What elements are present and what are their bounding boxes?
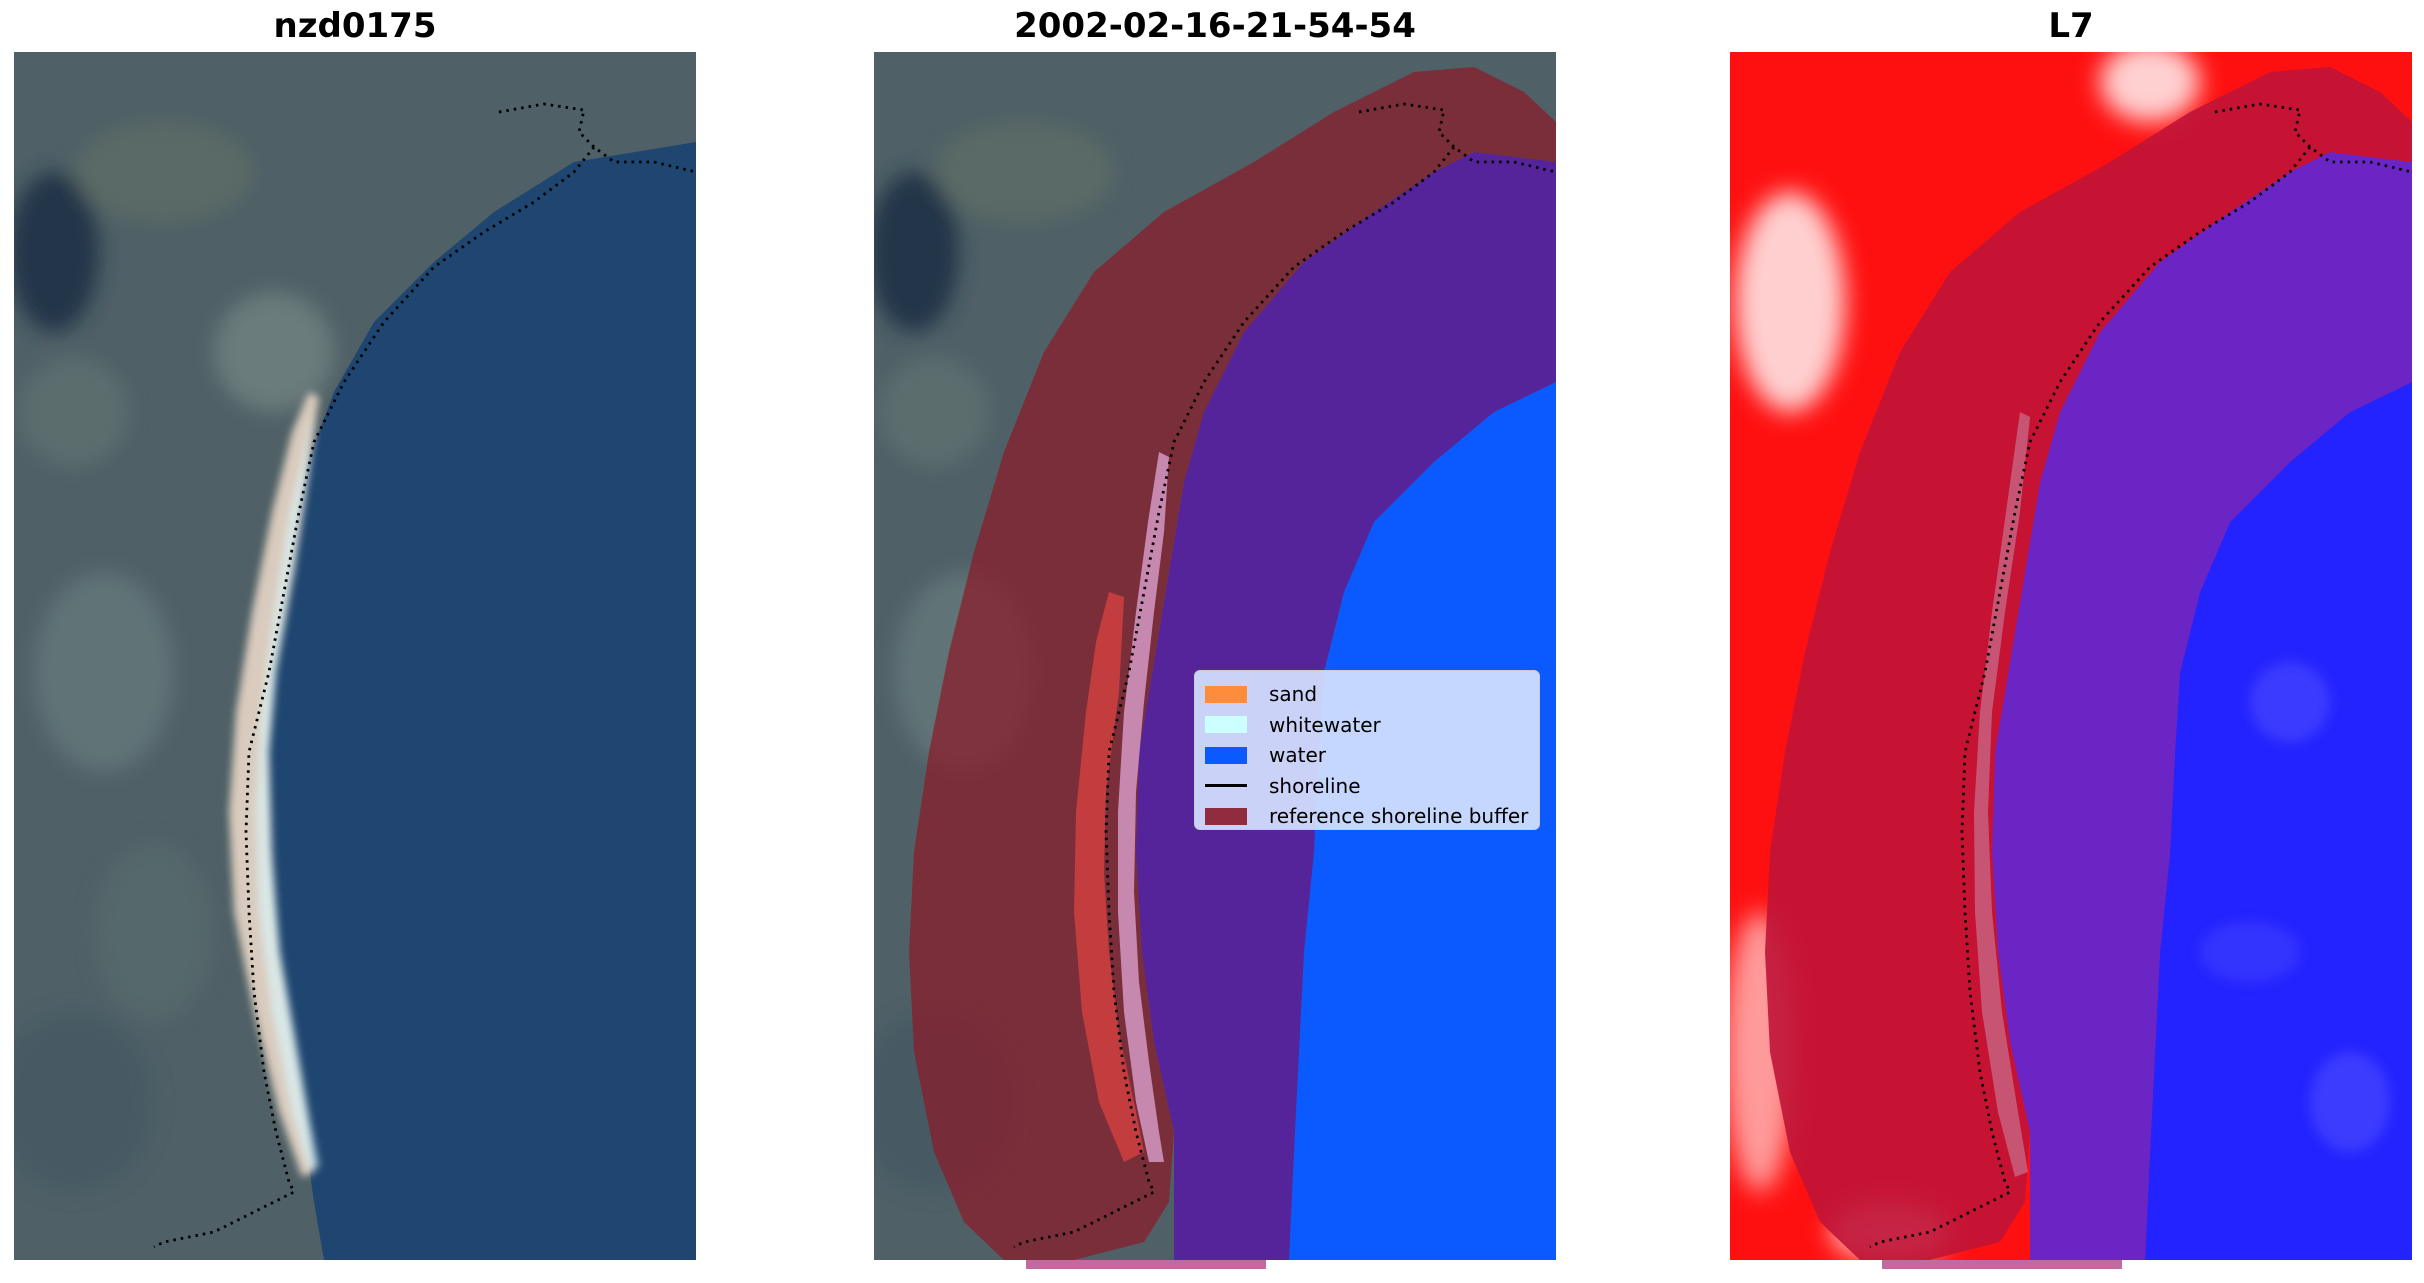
legend-item-water: water [1205, 740, 1529, 771]
classified-image-svg [874, 52, 1556, 1260]
legend-swatch-buffer [1205, 807, 1247, 825]
panel-title-rgb: nzd0175 [273, 6, 437, 46]
panel-index-image [1730, 52, 2412, 1260]
index-buffer-water [1992, 152, 2412, 1260]
sand-class [1074, 592, 1144, 1162]
panel-title-index: L7 [2048, 6, 2094, 46]
vegetation-texture [14, 122, 334, 1192]
reference-shoreline-buffer [909, 67, 1556, 1260]
rgb-image-svg [14, 52, 696, 1260]
legend-label-sand: sand [1269, 682, 1318, 707]
legend-item-whitewater: whitewater [1205, 710, 1529, 741]
legend-label-shoreline: shoreline [1269, 773, 1361, 798]
panel-classified-image [874, 52, 1556, 1260]
surf-zone [256, 412, 319, 1170]
shoreline [153, 102, 696, 1249]
index-buffer-land [1765, 67, 2412, 1260]
buffer-spill-strip-index [1882, 1260, 2122, 1269]
whitewater-class [1118, 452, 1169, 1162]
legend-item-buffer: reference shoreline buffer [1205, 801, 1529, 832]
index-beach-transition [1974, 412, 2030, 1177]
shoreline [1869, 102, 2412, 1249]
legend-swatch-water [1205, 746, 1247, 764]
shoreline [1013, 102, 1556, 1249]
buffer-spill-strip-classified [1026, 1260, 1266, 1269]
ocean-area [264, 142, 696, 1260]
panel-rgb-image [14, 52, 696, 1260]
panel-title-classified: 2002-02-16-21-54-54 [1014, 6, 1416, 46]
index-water [2145, 382, 2412, 1260]
legend: sand whitewater water shoreline referenc… [1194, 670, 1540, 830]
legend-label-water: water [1269, 743, 1326, 768]
buffer-water-overlap [1136, 152, 1556, 1260]
legend-item-sand: sand [1205, 679, 1529, 710]
beach-strip [229, 392, 319, 1177]
legend-label-whitewater: whitewater [1269, 712, 1381, 737]
legend-swatch-whitewater [1205, 716, 1247, 734]
legend-item-shoreline: shoreline [1205, 771, 1529, 802]
legend-swatch-sand [1205, 685, 1247, 703]
legend-label-buffer: reference shoreline buffer [1269, 804, 1529, 829]
index-image-svg [1730, 52, 2412, 1260]
legend-line-shoreline [1205, 784, 1247, 788]
index-water-texture [2200, 662, 2390, 1152]
